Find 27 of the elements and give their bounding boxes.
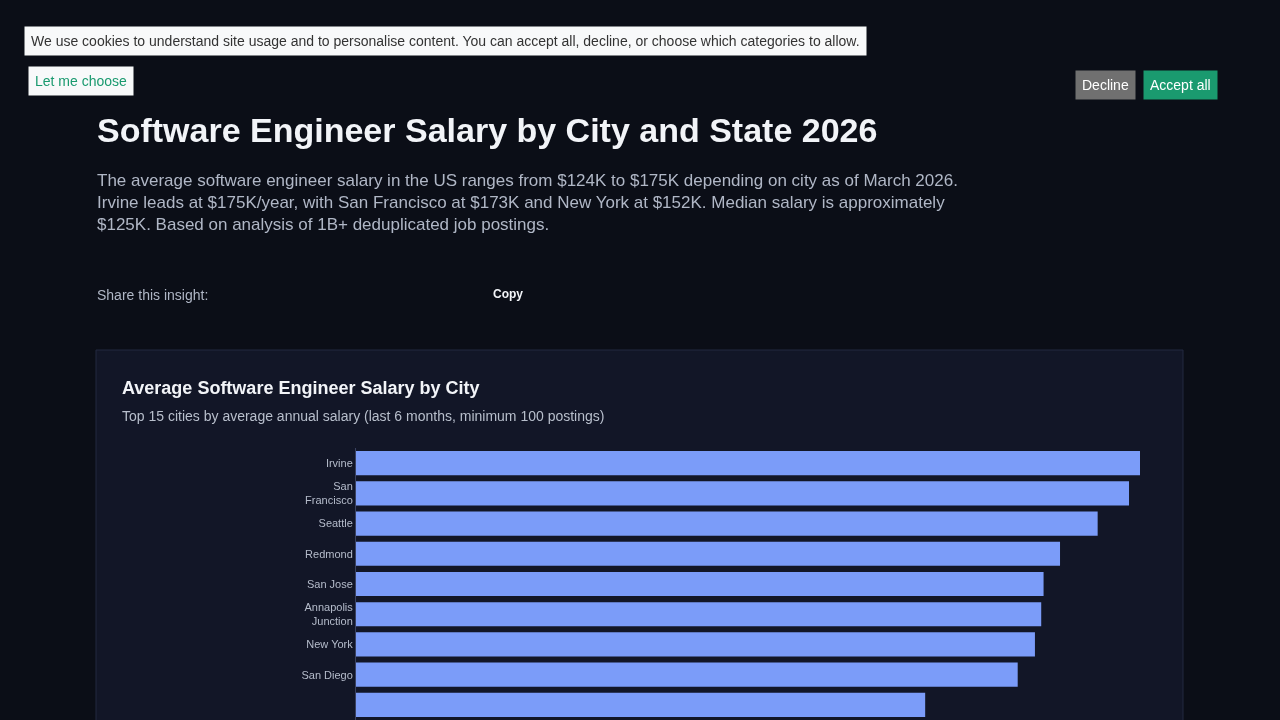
text: Copy (493, 287, 524, 301)
chart-title: Average Software Engineer Salary by City (122, 378, 480, 398)
y-tick-label: Annapolis Junction (304, 600, 354, 628)
bar (356, 451, 1140, 476)
bar (356, 511, 1098, 536)
y-tick-label: Irvine (325, 456, 353, 469)
text: Decline (1082, 77, 1129, 93)
bar (356, 632, 1035, 657)
text: Share this insight: (97, 287, 209, 303)
text: Accept all (1150, 77, 1211, 93)
bar (356, 481, 1130, 506)
bar (356, 541, 1061, 566)
bar (356, 602, 1042, 627)
chart-subtitle: Top 15 cities by average annual salary (last 6 months, minimum 100 postings) (122, 408, 605, 424)
y-tick-label: San Diego (301, 668, 353, 681)
y-tick-label: San Francisco (305, 480, 353, 507)
bar (356, 662, 1018, 687)
y-tick-label: New York (306, 638, 354, 651)
text: Let me choose (35, 73, 128, 89)
y-tick-label: San Jose (306, 577, 353, 590)
bar (356, 571, 1044, 597)
text: The average software engineer salary in the US ranges from $124K to $175K depending on city as of March 2026. Irvine leads at $175K/year, with San Francisco at $173K and New York at $152K. Median salary is approximately $125K. Based on analysis of 1B+ deduplicated job postings. (97, 171, 958, 235)
y-tick-label: Seattle (318, 517, 353, 530)
y-tick-label: Redmond (305, 547, 353, 560)
text: Software Engineer Salary by City and State 2026 (97, 111, 878, 149)
bar (356, 692, 926, 717)
text: We use cookies to understand site usage and to personalise content. You can accept all, decline, or choose which categories to allow. (31, 33, 860, 49)
